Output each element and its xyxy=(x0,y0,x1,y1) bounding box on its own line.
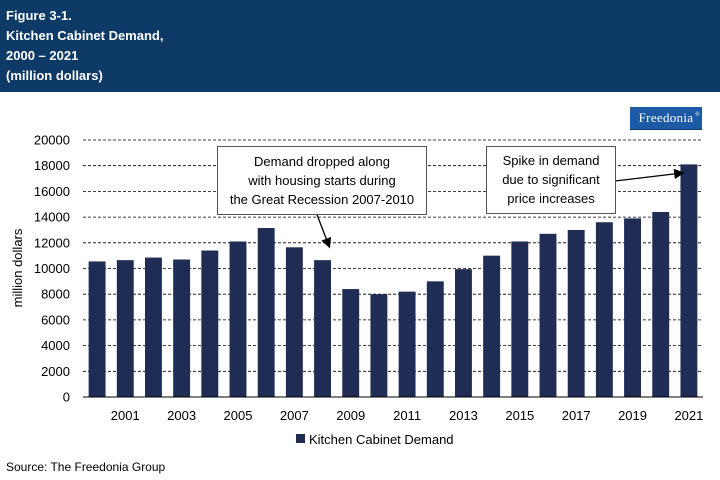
bar-2015 xyxy=(511,241,529,397)
y-tick-label: 0 xyxy=(63,390,70,405)
bar-2007 xyxy=(285,247,303,397)
bar-2004 xyxy=(201,250,219,397)
bar-2017 xyxy=(567,229,585,397)
y-axis-ticks: 0 2000 4000 6000 8000 10000 12000 14000 16000 180… xyxy=(34,133,70,405)
spike-callout: Spike in demand due to significant price… xyxy=(486,146,616,214)
bar-2005 xyxy=(229,241,247,397)
recession-callout-line: with housing starts during xyxy=(248,173,396,188)
x-tick-label: 2003 xyxy=(167,408,196,423)
x-tick-label: 2013 xyxy=(449,408,478,423)
recession-callout-line: Demand dropped along xyxy=(254,154,390,169)
figure-number: Figure 3-1. xyxy=(6,8,72,23)
x-tick-label: 2009 xyxy=(336,408,365,423)
legend-label: Kitchen Cabinet Demand xyxy=(309,432,454,447)
bar-2001 xyxy=(116,260,134,397)
figure-years: 2000 – 2021 xyxy=(6,48,79,63)
bar-2008 xyxy=(314,260,331,397)
bar-2020 xyxy=(652,211,670,397)
bar-2014 xyxy=(483,255,501,397)
figure-title: Kitchen Cabinet Demand, xyxy=(6,28,164,43)
x-tick-label: 2017 xyxy=(562,408,591,423)
logo-text: Freedonia xyxy=(638,110,694,125)
bar-2012 xyxy=(426,281,444,397)
spike-callout-line: due to significant xyxy=(502,172,600,187)
y-tick-label: 4000 xyxy=(41,338,70,353)
bar-2003 xyxy=(173,259,191,397)
bar-2009 xyxy=(342,289,360,397)
y-tick-label: 2000 xyxy=(41,364,70,379)
x-axis-ticks: 2001 2003 2005 2007 2009 2011 2013 2015 2017 2019… xyxy=(111,408,704,423)
bar-2018 xyxy=(595,222,613,397)
x-tick-label: 2011 xyxy=(393,408,421,423)
y-tick-label: 8000 xyxy=(41,287,70,302)
y-tick-label: 20000 xyxy=(34,133,70,148)
bar-2006 xyxy=(257,228,275,397)
y-tick-label: 14000 xyxy=(34,210,70,225)
x-tick-label: 2015 xyxy=(505,408,534,423)
y-axis-label: million dollars xyxy=(10,228,25,307)
x-tick-label: 2021 xyxy=(674,408,703,423)
x-tick-label: 2019 xyxy=(618,408,647,423)
spike-arrow xyxy=(614,168,685,182)
source-note: Source: The Freedonia Group xyxy=(6,460,166,474)
x-tick-label: 2001 xyxy=(111,408,140,423)
annotation-arrows xyxy=(315,168,685,249)
bar-2019 xyxy=(624,218,641,397)
y-tick-label: 6000 xyxy=(41,312,70,327)
logo-registered-mark: ® xyxy=(695,112,700,118)
bar-2000 xyxy=(88,261,106,397)
x-tick-label: 2007 xyxy=(280,408,309,423)
recession-arrow xyxy=(315,211,332,249)
bar-2013 xyxy=(455,269,472,397)
x-tick-label: 2005 xyxy=(224,408,253,423)
spike-callout-line: Spike in demand xyxy=(502,153,600,168)
freedonia-logo: Freedonia ® xyxy=(630,107,702,129)
y-tick-label: 12000 xyxy=(34,235,70,250)
recession-callout: Demand dropped along with housing starts… xyxy=(217,146,427,215)
legend: Kitchen Cabinet Demand xyxy=(296,432,454,447)
bar-2002 xyxy=(145,257,162,397)
bar-2016 xyxy=(539,233,557,397)
figure-units: (million dollars) xyxy=(6,68,103,83)
bar-2010 xyxy=(370,294,388,397)
y-tick-label: 18000 xyxy=(34,158,70,173)
recession-callout-line: the Great Recession 2007-2010 xyxy=(229,192,415,207)
spike-callout-line: price increases xyxy=(507,191,595,206)
y-tick-label: 10000 xyxy=(34,261,70,276)
legend-swatch xyxy=(296,434,305,443)
bar-2011 xyxy=(398,291,416,397)
y-tick-label: 16000 xyxy=(34,184,70,199)
figure-header: Figure 3-1. Kitchen Cabinet Demand, 2000… xyxy=(0,0,720,92)
bars xyxy=(88,164,698,397)
bar-2021 xyxy=(680,164,698,397)
